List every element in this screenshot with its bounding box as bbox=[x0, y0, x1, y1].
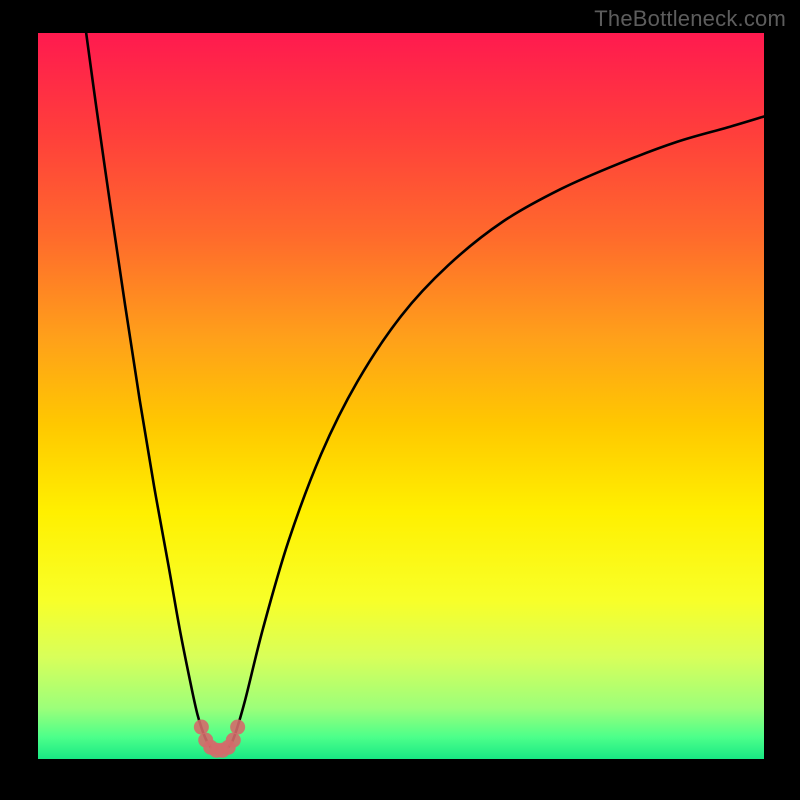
bottleneck-chart bbox=[0, 0, 800, 800]
chart-frame: TheBottleneck.com bbox=[0, 0, 800, 800]
marker-dot bbox=[194, 720, 209, 735]
marker-dot bbox=[230, 720, 245, 735]
marker-dot bbox=[226, 733, 241, 748]
plot-background bbox=[38, 33, 764, 759]
watermark-text: TheBottleneck.com bbox=[594, 6, 786, 32]
